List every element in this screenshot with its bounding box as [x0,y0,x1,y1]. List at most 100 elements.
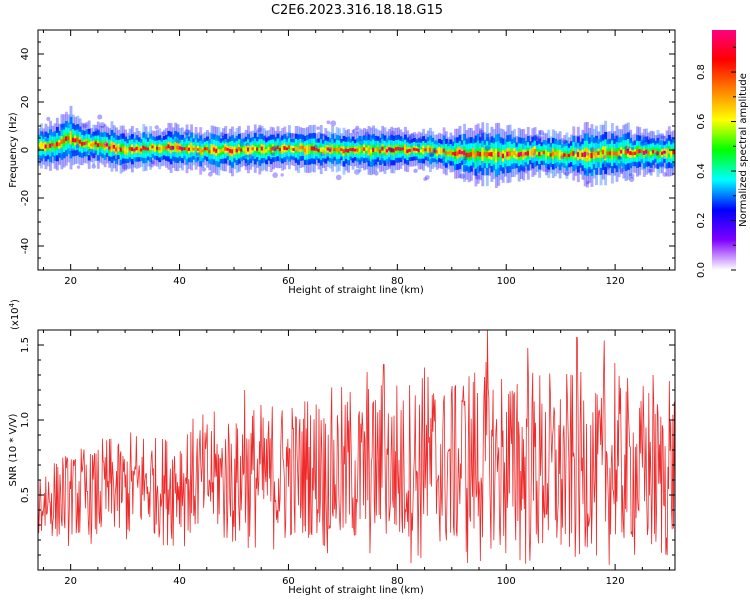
colorbar: 0.0 0.2 0.4 0.6 0.8 Normalized spectral ampl… [696,30,749,278]
heatmap-cell [183,147,187,151]
heatmap-speckle [536,135,542,142]
heatmap-cell [267,146,271,151]
heatmap-speckle [244,154,248,158]
y-tick-label: 40 [20,48,31,61]
heatmap-cell [397,146,401,151]
heatmap-speckle [365,158,370,163]
heatmap-speckle [560,155,565,160]
heatmap-cell [39,144,43,148]
heatmap-cell [620,149,623,154]
heatmap-cell [297,147,300,152]
heatmap-cell [626,148,630,154]
heatmap-cell [335,147,339,152]
heatmap-speckle [274,136,278,140]
heatmap-speckle [630,146,634,151]
heatmap-cell [121,146,125,151]
heatmap-speckle [423,177,428,182]
heatmap-cell [153,146,157,150]
heatmap-cell [485,151,489,158]
heatmap-speckle [195,152,200,157]
heatmap-cell [444,151,448,156]
y-tick-label: 1.0 [20,412,31,428]
heatmap-cell [212,147,216,152]
heatmap-cell [292,148,296,151]
heatmap-speckle [613,135,618,140]
heatmap-cell [142,145,146,150]
colorbar-tick-label: 0.8 [696,64,707,80]
heatmap-speckle [93,131,97,136]
heatmap-cell [545,152,548,157]
heatmap-cell [424,148,428,152]
heatmap-cell [196,148,200,152]
heatmap-speckle [326,120,331,125]
y-tick-label: -40 [20,238,31,254]
heatmap-cell [572,151,576,156]
heatmap-cell [347,149,350,153]
heatmap-speckle [429,153,434,158]
heatmap-cell [258,147,262,152]
heatmap-speckle [300,137,306,143]
heatmap-cell [151,145,155,149]
heatmap-cell [80,142,84,146]
heatmap-speckle [244,163,248,167]
heatmap-cell [670,151,674,156]
heatmap-speckle [373,162,378,167]
heatmap-cell [174,144,178,149]
heatmap-cell [422,148,426,152]
heatmap-cell [253,146,257,151]
figure-title: C2E6.2023.316.18.18.G15 [271,3,443,18]
heatmap-cell [520,152,523,157]
heatmap-cell [274,147,278,151]
heatmap-cell [60,139,64,145]
heatmap-cell [508,151,512,157]
heatmap-cell [162,146,166,150]
heatmap-cell [340,148,344,151]
heatmap-speckle [270,152,275,157]
y-tick-label: 1.5 [20,337,31,353]
heatmap-speckle [545,167,551,173]
heatmap-cell [504,152,507,156]
heatmap-speckle [97,114,103,120]
heatmap-cell [210,147,214,152]
heatmap-cell [672,150,675,155]
heatmap-cell [595,152,598,158]
heatmap-speckle [538,129,545,136]
heatmap-speckle [594,135,599,139]
heatmap-speckle [327,146,333,152]
heatmap-cell [533,149,537,154]
heatmap-cell [592,151,596,156]
heatmap-cell [194,146,198,151]
heatmap-cell [513,150,517,156]
heatmap-cell [481,151,485,157]
heatmap-cell [247,147,250,152]
heatmap-cell [226,148,230,151]
heatmap-speckle [289,133,295,138]
heatmap-speckle [564,171,570,177]
heatmap-cell [115,147,118,152]
heatmap-speckle [490,138,496,143]
heatmap-cell [290,147,294,151]
heatmap-speckle [103,141,108,146]
heatmap-cell [74,138,77,143]
heatmap-cell [492,151,496,157]
heatmap-speckle [532,152,536,156]
heatmap-speckle [82,122,88,129]
heatmap-cell [667,149,671,154]
heatmap-cell [392,148,396,153]
heatmap-cell [606,151,610,156]
heatmap-speckle [629,176,635,183]
heatmap-speckle [335,174,342,181]
heatmap-speckle [585,152,590,156]
heatmap-cell [629,151,633,156]
heatmap-cell [649,151,653,156]
heatmap-cell [358,148,362,153]
heatmap-cell [438,149,441,153]
heatmap-cell [185,146,189,151]
heatmap-speckle [645,136,651,142]
heatmap-cell [165,146,168,150]
heatmap-cell [529,151,532,155]
heatmap-cell [642,150,646,155]
heatmap-cell [44,144,48,149]
heatmap-cell [78,139,82,144]
heatmap-cell [631,152,635,156]
